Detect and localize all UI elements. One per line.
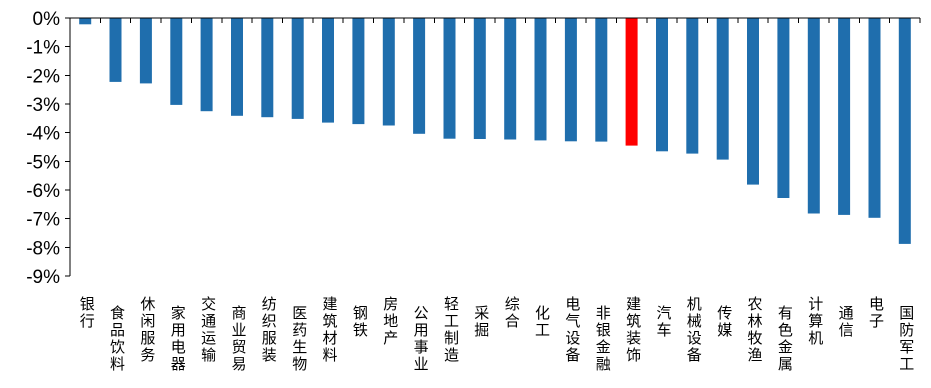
bar [473,18,486,139]
y-axis: 0% -1% -2% -3% -4% -5% -6% -7% -8% -9% [26,9,71,288]
x-tick-label: 综合 [505,295,520,330]
bar [838,18,851,215]
bar [777,18,790,198]
y-tick-label: -2% [26,66,60,87]
bar [534,18,547,141]
y-tick-label: -7% [26,210,60,231]
x-tick-label: 电气设备 [565,295,580,364]
x-tick-label: 建筑装饰 [626,295,641,364]
bar [79,18,92,25]
x-tick-label: 建筑材料 [322,295,337,364]
x-tick-label: 机械设备 [687,295,702,364]
x-tick-label: 非银金融 [596,304,611,373]
bar [170,18,183,105]
x-tick-label: 传媒 [717,304,732,339]
bar [231,18,243,116]
x-axis [69,17,921,23]
bar [898,18,911,244]
x-tick-label: 钢铁 [353,304,368,339]
bar [291,18,304,119]
x-tick-label: 通信 [839,304,854,339]
x-tick-label: 计算机 [808,295,823,347]
bar [807,18,820,214]
bar [139,18,152,84]
x-tick-label: 医药生物 [292,304,307,373]
bar [564,18,577,142]
y-tick-label: -3% [26,95,60,116]
x-tick-label: 休闲服务 [140,295,155,364]
bars [79,18,911,244]
bar [656,18,668,152]
bar [716,18,729,160]
x-tick-label: 公用事业 [414,304,429,373]
bar [322,18,334,123]
bar [686,18,699,154]
x-tick-label: 食品饮料 [110,304,125,373]
x-tick-label: 轻工制造 [444,295,459,364]
x-tick-label: 房地产 [383,295,398,347]
x-tick-label: 化工 [535,304,550,339]
x-tick-label: 农林牧渔 [747,295,762,364]
bar [443,18,456,139]
y-tick-label: -6% [26,181,60,202]
y-tick-label: -4% [26,124,60,145]
bar [868,18,881,218]
y-tick-label: -5% [26,152,60,173]
bar [109,18,122,82]
bar [261,18,274,118]
x-tick-label: 电子 [869,295,884,330]
bar [413,18,426,134]
y-tick-label: -9% [26,267,60,288]
y-tick-label: -8% [26,238,60,259]
bar [200,18,213,112]
bar [382,18,395,126]
y-tick-label: -1% [26,38,60,59]
bar-highlight [625,18,638,146]
x-tick-label: 交通运输 [201,295,216,364]
x-tick-label: 纺织服装 [262,295,277,364]
x-tick-label: 家用电器 [171,304,186,373]
bar [747,18,759,185]
bar [595,18,608,142]
x-tick-label: 汽车 [656,304,671,339]
x-tick-label: 国防军工 [899,304,914,373]
x-tick-label: 银行 [80,295,95,330]
x-tick-label: 有色金属 [778,304,793,373]
bar [352,18,365,125]
x-tick-label: 采掘 [474,304,489,339]
bar [504,18,517,140]
y-tick-label: 0% [33,9,61,30]
x-tick-label: 商业贸易 [231,304,246,373]
